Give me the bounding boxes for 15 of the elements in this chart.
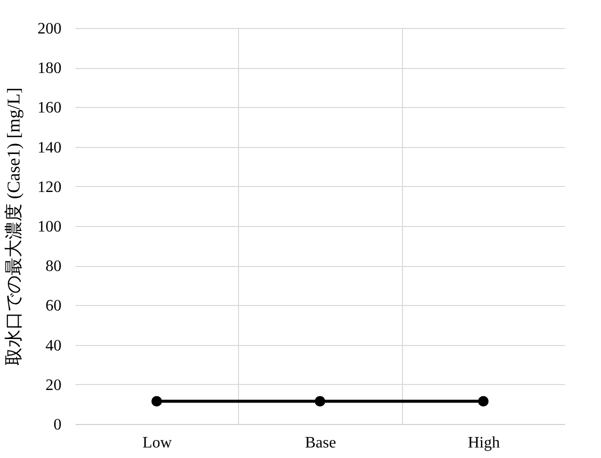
x-tick-label: Base <box>304 434 336 452</box>
y-tick-label: 0 <box>54 416 62 434</box>
y-tick-label: 80 <box>46 258 62 276</box>
y-tick-label: 180 <box>38 60 62 78</box>
y-tick-label: 60 <box>46 298 62 315</box>
x-tick-label: Low <box>142 434 172 452</box>
y-axis-title: 取水口での最大濃度 (Case1) [mg/L] <box>4 88 24 366</box>
y-tick-label: 200 <box>38 20 62 38</box>
y-tick-label: 20 <box>46 376 62 394</box>
y-tick-label: 100 <box>38 218 62 236</box>
y-tick-label: 120 <box>38 178 62 196</box>
x-tick-label: High <box>468 434 500 452</box>
y-tick-label: 40 <box>46 337 62 354</box>
y-tick-label: 160 <box>38 100 62 117</box>
y-tick-label: 140 <box>38 139 62 156</box>
